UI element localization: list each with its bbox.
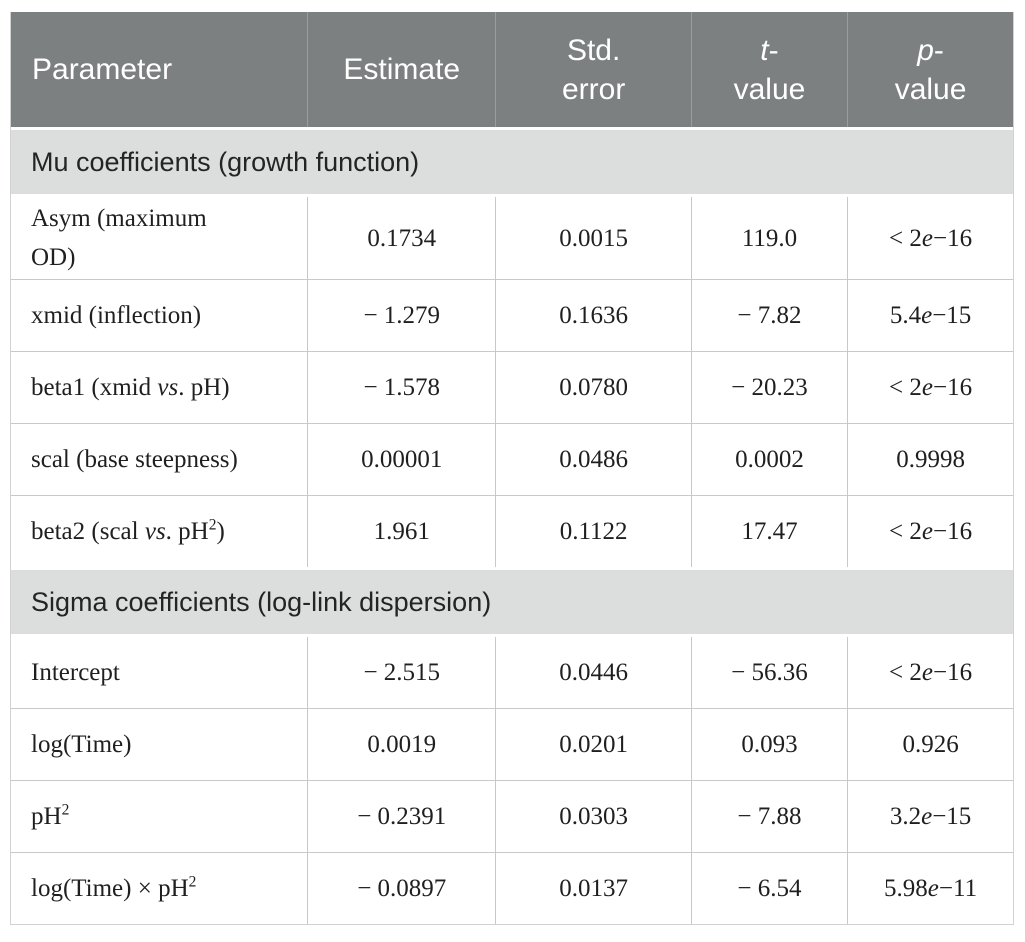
p-value-cell: < 2e−16 [847,195,1013,280]
table-row: Intercept − 2.515 0.0446 − 56.36 < 2e−16 [11,635,1013,709]
std-error-cell: 0.1122 [495,495,692,569]
p-value-cell: < 2e−16 [847,351,1013,424]
table-row: log(Time) × pH2 − 0.0897 0.0137 − 6.54 5… [11,852,1013,924]
table-row: log(Time) 0.0019 0.0201 0.093 0.926 [11,708,1013,781]
p-value-cell: 0.9998 [847,423,1013,496]
table-row: beta1 (xmid vs. pH) − 1.578 0.0780 − 20.… [11,351,1013,424]
param-cell: scal (base steepness) [11,423,309,496]
p-value-cell: 0.926 [847,708,1013,781]
param-cell: log(Time) × pH2 [11,852,309,924]
std-error-cell: 0.0780 [495,351,692,424]
p-value-cell: < 2e−16 [847,495,1013,569]
estimate-cell: − 1.279 [307,279,497,352]
t-value-cell: − 6.54 [690,852,849,924]
header-row: Parameter Estimate Std. error t-value p-v… [11,12,1013,129]
t-value-cell: − 20.23 [690,351,849,424]
p-value-cell: 5.4e−15 [847,279,1013,352]
param-cell: beta2 (scal vs. pH2) [11,495,309,569]
std-error-cell: 0.0486 [495,423,692,496]
t-value-cell: 0.093 [690,708,849,781]
section-title-sigma: Sigma coefficients (log-link dispersion) [11,567,1013,637]
std-error-cell: 0.0137 [495,852,692,924]
t-value-cell: − 7.88 [690,780,849,853]
model-results-table: Parameter Estimate Std. error t-value p-v… [11,12,1013,924]
t-value-cell: − 7.82 [690,279,849,352]
table-row: beta2 (scal vs. pH2) 1.961 0.1122 17.47 … [11,495,1013,569]
t-value-cell: 119.0 [690,195,849,280]
header-parameter: Parameter [11,12,309,129]
table-row: scal (base steepness) 0.00001 0.0486 0.0… [11,423,1013,496]
param-cell: Asym (maximum OD) [11,195,309,280]
param-cell: pH2 [11,780,309,853]
p-value-cell: < 2e−16 [847,635,1013,709]
estimate-cell: − 1.578 [307,351,497,424]
param-cell: log(Time) [11,708,309,781]
header-t-value: t-value [691,12,849,129]
estimate-cell: 0.1734 [307,195,497,280]
estimate-cell: 1.961 [307,495,497,569]
results-table-container: Parameter Estimate Std. error t-value p-v… [10,12,1014,925]
header-p-value: p-value [847,12,1013,129]
table-row: pH2 − 0.2391 0.0303 − 7.88 3.2e−15 [11,780,1013,853]
section-header-row: Mu coefficients (growth function) [11,127,1013,197]
std-error-cell: 0.0015 [495,195,692,280]
header-std-error: Std. error [495,12,692,129]
t-value-cell: 0.0002 [690,423,849,496]
estimate-cell: − 0.2391 [307,780,497,853]
std-error-cell: 0.0201 [495,708,692,781]
p-value-cell: 5.98e−11 [847,852,1013,924]
section-title-mu: Mu coefficients (growth function) [11,127,1013,197]
header-estimate: Estimate [307,12,497,129]
estimate-cell: 0.0019 [307,708,497,781]
param-cell: Intercept [11,635,309,709]
estimate-cell: − 2.515 [307,635,497,709]
t-value-cell: − 56.36 [690,635,849,709]
param-cell: xmid (inflection) [11,279,309,352]
table-row: Asym (maximum OD) 0.1734 0.0015 119.0 < 2… [11,195,1013,280]
std-error-cell: 0.0303 [495,780,692,853]
estimate-cell: 0.00001 [307,423,497,496]
section-header-row: Sigma coefficients (log-link dispersion) [11,567,1013,637]
estimate-cell: − 0.0897 [307,852,497,924]
std-error-cell: 0.1636 [495,279,692,352]
p-value-cell: 3.2e−15 [847,780,1013,853]
table-row: xmid (inflection) − 1.279 0.1636 − 7.82 … [11,279,1013,352]
table-header: Parameter Estimate Std. error t-value p-v… [11,12,1013,129]
std-error-cell: 0.0446 [495,635,692,709]
t-value-cell: 17.47 [690,495,849,569]
param-cell: beta1 (xmid vs. pH) [11,351,309,424]
